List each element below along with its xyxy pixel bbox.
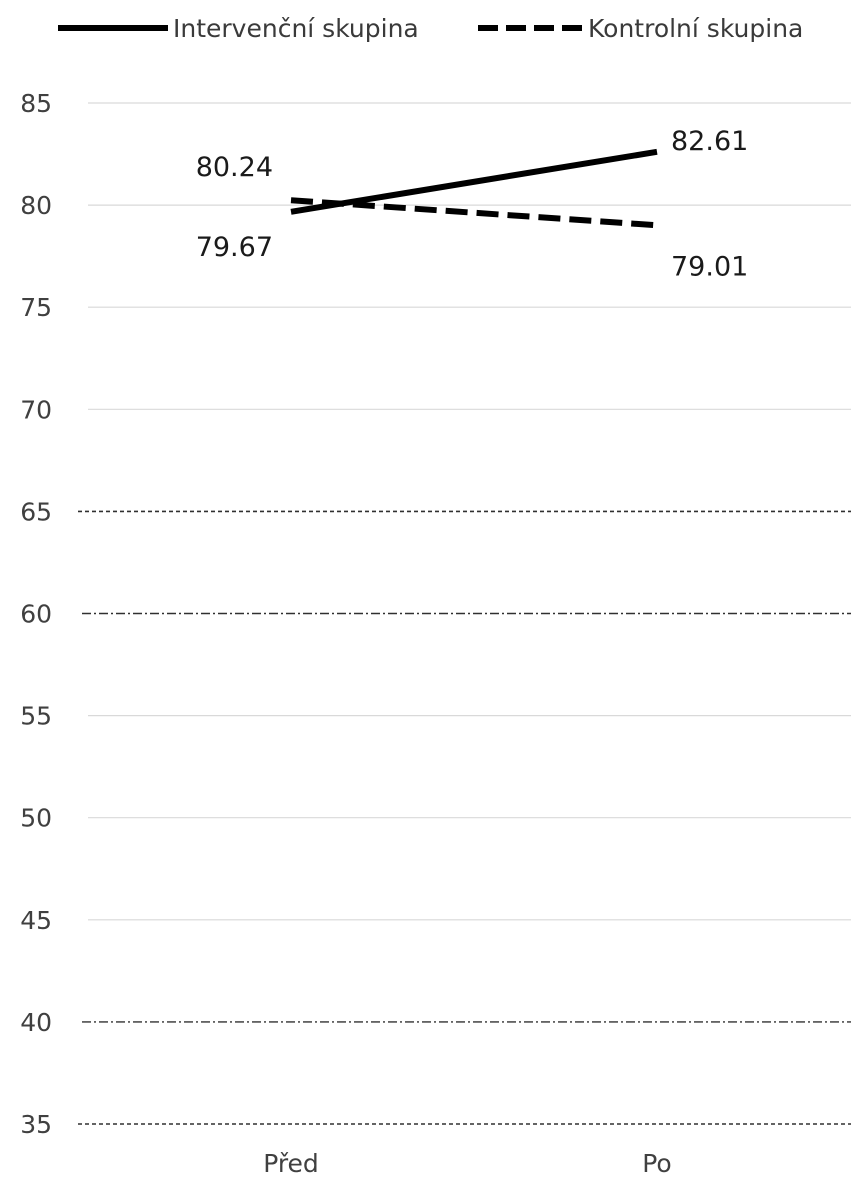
y-tick-label: 60 [20, 600, 52, 629]
y-tick-label: 80 [20, 191, 52, 220]
data-label: 79.01 [671, 251, 748, 282]
gridlines [78, 102, 851, 1125]
series-line-intervencni [290, 148, 658, 215]
data-label: 80.24 [196, 152, 273, 183]
data-labels: 79.67 82.61 80.24 79.01 [196, 126, 749, 283]
y-tick-label: 75 [20, 293, 52, 322]
x-tick-label: Před [263, 1149, 319, 1178]
y-tick-label: 85 [20, 89, 52, 118]
x-axis-tick-labels: Před Po [263, 1149, 672, 1178]
y-tick-label: 35 [20, 1110, 52, 1139]
data-label: 79.67 [196, 232, 273, 263]
data-label: 82.61 [671, 126, 748, 157]
y-tick-label: 40 [20, 1008, 52, 1037]
legend-label-kontrolni: Kontrolní skupina [588, 14, 803, 43]
legend-label-intervencni: Intervenční skupina [173, 14, 419, 43]
y-tick-label: 55 [20, 702, 52, 731]
legend: Intervenční skupina Kontrolní skupina [58, 14, 803, 43]
y-tick-label: 70 [20, 395, 52, 424]
series-lines [290, 148, 658, 229]
y-tick-label: 65 [20, 497, 52, 526]
y-tick-label: 45 [20, 906, 52, 935]
x-tick-label: Po [642, 1149, 671, 1178]
y-axis-tick-labels: 85 80 75 70 65 60 55 50 45 40 35 [20, 89, 52, 1139]
y-tick-label: 50 [20, 804, 52, 833]
